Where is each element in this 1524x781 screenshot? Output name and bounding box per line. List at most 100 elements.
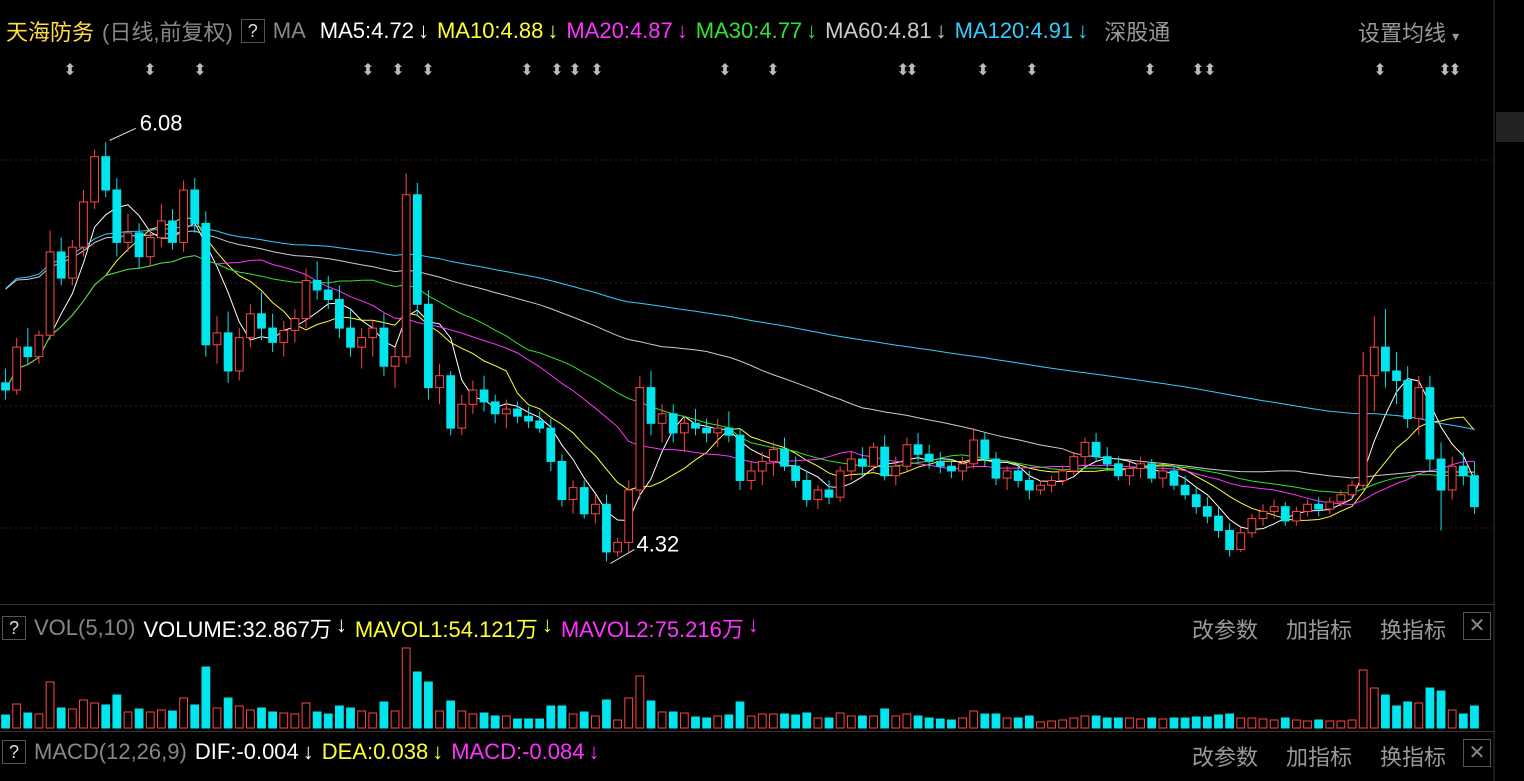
volume-bar [1269,719,1279,729]
volume-bar [691,716,700,729]
volume-bar [1347,719,1357,729]
candle-body [1024,479,1034,491]
volume-bar [913,715,923,729]
candle-body [1269,506,1279,512]
candle-body [90,156,99,203]
volume-bar [624,697,634,729]
volume-bar [101,704,111,729]
candle-body [479,389,489,403]
candle-body [301,279,311,320]
volume-bar [346,707,355,729]
arrow-down-icon: ↓ [541,612,553,637]
volume-bar [1147,717,1157,729]
candle-body [702,427,712,434]
macd-close-icon[interactable]: ✕ [1463,739,1491,767]
volume-bar [980,713,990,729]
volume-bar [1125,717,1134,729]
candle-body [290,318,300,331]
macd-change-params[interactable]: 改参数 [1192,745,1259,770]
volume-bar [23,712,33,729]
candle-body [112,189,122,243]
macd-title: MACD(12,26,9) [34,739,187,764]
volume-bar [1013,717,1023,729]
volume-change-params[interactable]: 改参数 [1192,618,1259,643]
settings-ma-button[interactable]: 设置均线 ▾ [1358,16,1459,48]
candle-body [412,194,422,305]
candle-body [56,251,66,279]
volume-bar [724,714,734,729]
connect-label[interactable]: 深股通 [1104,20,1171,45]
candle-body [947,465,956,472]
volume-bar [335,705,344,729]
candle-body [579,487,589,515]
volume-bar [924,717,934,729]
event-marker-icon: ⬍ [193,60,206,79]
volume-bar [746,715,756,729]
candle-body [735,434,745,481]
ma-line-ma120 [5,225,1475,430]
volume-bar [835,712,845,729]
volume-bar [1091,715,1101,729]
candle-body [335,299,344,329]
candle-body [524,415,533,422]
candle-body [424,303,433,389]
candle-body [1191,494,1201,508]
candle-body [780,449,789,467]
candle-body [1225,529,1235,551]
volume-bar [602,699,611,729]
macd-add-indicator[interactable]: 加指标 [1286,745,1353,770]
candle-body [34,334,44,358]
candle-body [635,387,645,491]
volume-bar [557,705,567,729]
candle-body [1414,387,1424,420]
min-price-label: 4.32 [636,531,679,556]
volume-bar [757,713,767,729]
volume-bar [1191,716,1201,729]
macd-help-button[interactable]: ? [2,740,26,764]
event-marker-icon: ⬍ [1025,60,1038,79]
volume-bar [613,719,622,729]
arrow-down-icon: ↓ [588,739,600,764]
arrow-down-icon: ↓ [747,612,759,637]
candle-body [134,232,144,258]
volume-bar [90,702,99,729]
volume-bar [891,715,901,729]
indicator-name[interactable]: MA [272,18,306,43]
volume-close-icon[interactable]: ✕ [1463,612,1491,640]
event-marker-icon: ⬍ [143,60,156,79]
volume-header: ? VOL(5,10) VOLUME:32.867万 ↓ MAVOL1:54.121… [0,612,1495,644]
volume-bar [1358,669,1368,729]
candle-body [1347,484,1357,496]
candle-body [501,408,511,415]
candle-body [1102,456,1112,465]
candle-body [791,465,801,481]
candle-body [1158,470,1168,479]
volume-bar [1325,720,1335,729]
event-marker-icon: ⬍ [896,60,909,79]
event-marker-icon: ⬍ [1203,60,1216,79]
candle-body [101,156,111,191]
candle-body [223,332,233,372]
candle-body [1125,468,1134,477]
candle-body [1436,458,1446,491]
candle-body [1425,387,1435,460]
volume-bar [179,697,189,729]
scrollbar-handle[interactable] [1496,112,1524,142]
volume-bar [1058,719,1068,729]
max-price-label: 6.08 [140,110,183,135]
volume-bar [1425,687,1435,729]
volume-bar [1247,717,1257,729]
volume-bar [123,711,133,729]
volume-title: VOL(5,10) [34,615,136,640]
volume-bar [513,718,522,729]
volume-switch-indicator[interactable]: 换指标 [1380,618,1447,643]
volume-help-button[interactable]: ? [2,616,26,640]
macd-switch-indicator[interactable]: 换指标 [1380,745,1447,770]
candle-body [346,327,355,348]
volume-bar [1303,720,1312,729]
volume-bar [1002,717,1012,729]
help-button[interactable]: ? [240,19,265,43]
volume-bar [657,711,667,729]
volume-add-indicator[interactable]: 加指标 [1286,618,1353,643]
